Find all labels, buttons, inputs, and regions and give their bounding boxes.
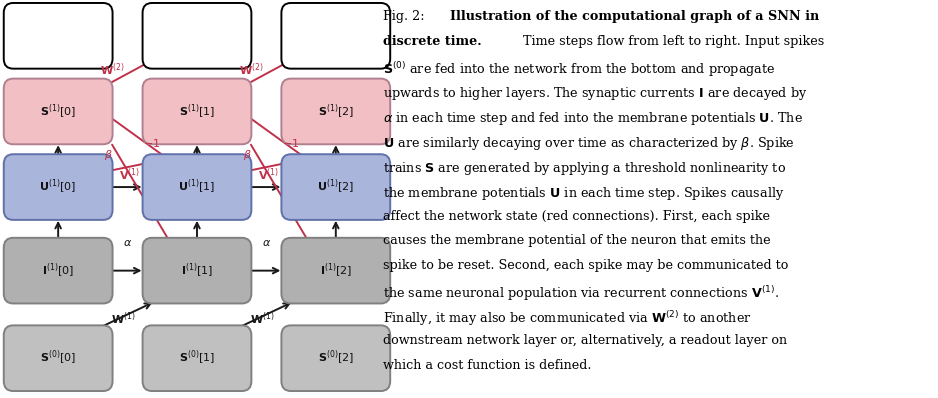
Text: $\mathbf{U}^{(1)}[0]$: $\mathbf{U}^{(1)}[0]$ [39,178,77,196]
Text: Finally, it may also be communicated via $\mathbf{W}^{(2)}$ to another: Finally, it may also be communicated via… [383,309,751,328]
Text: trains $\mathbf{S}$ are generated by applying a threshold nonlinearity to: trains $\mathbf{S}$ are generated by app… [383,160,786,177]
Text: $-1$: $-1$ [144,137,160,149]
Text: $\alpha$: $\alpha$ [262,238,271,248]
Text: $\mathbf{S}^{(1)}[2]$: $\mathbf{S}^{(1)}[2]$ [318,102,354,121]
Text: the membrane potentials $\mathbf{U}$ in each time step. Spikes causally: the membrane potentials $\mathbf{U}$ in … [383,185,784,201]
Text: $\mathbf{S}^{(1)}[0]$: $\mathbf{S}^{(1)}[0]$ [40,102,76,121]
FancyBboxPatch shape [281,326,390,391]
Text: discrete time.: discrete time. [383,35,481,48]
FancyBboxPatch shape [4,154,113,220]
Text: Illustration of the computational graph of a SNN in: Illustration of the computational graph … [449,10,819,23]
Text: $\mathbf{U}$ are similarly decaying over time as characterized by $\beta$. Spike: $\mathbf{U}$ are similarly decaying over… [383,135,794,152]
Text: $\beta$: $\beta$ [104,148,113,162]
Text: $\mathbf{S}^{(0)}[1]$: $\mathbf{S}^{(0)}[1]$ [179,349,215,367]
FancyBboxPatch shape [143,3,251,68]
Text: $\mathbf{W}^{(1)}$: $\mathbf{W}^{(1)}$ [250,310,275,327]
Text: $\mathbf{S}^{(0)}[0]$: $\mathbf{S}^{(0)}[0]$ [40,349,76,367]
Text: affect the network state (red connections). First, each spike: affect the network state (red connection… [383,209,770,222]
FancyBboxPatch shape [4,3,113,68]
FancyBboxPatch shape [281,3,390,68]
Text: Fig. 2:: Fig. 2: [383,10,429,23]
FancyBboxPatch shape [143,154,251,220]
Text: $\mathbf{I}^{(1)}[1]$: $\mathbf{I}^{(1)}[1]$ [181,261,213,280]
Text: downstream network layer or, alternatively, a readout layer on: downstream network layer or, alternative… [383,334,787,347]
FancyBboxPatch shape [281,154,390,220]
Text: $\alpha$ in each time step and fed into the membrane potentials $\mathbf{U}$. Th: $\alpha$ in each time step and fed into … [383,110,803,127]
Text: $\alpha$: $\alpha$ [123,238,132,248]
Text: Time steps flow from left to right. Input spikes: Time steps flow from left to right. Inpu… [519,35,825,48]
Text: spike to be reset. Second, each spike may be communicated to: spike to be reset. Second, each spike ma… [383,259,788,273]
Text: $\mathbf{I}^{(1)}[0]$: $\mathbf{I}^{(1)}[0]$ [42,261,74,280]
FancyBboxPatch shape [4,238,113,303]
FancyBboxPatch shape [281,79,390,144]
Text: causes the membrane potential of the neuron that emits the: causes the membrane potential of the neu… [383,234,770,248]
Text: upwards to higher layers. The synaptic currents $\mathbf{I}$ are decayed by: upwards to higher layers. The synaptic c… [383,85,807,102]
Text: $\mathbf{S}^{(1)}[1]$: $\mathbf{S}^{(1)}[1]$ [179,102,215,121]
Text: $\beta$: $\beta$ [243,148,252,162]
FancyBboxPatch shape [143,326,251,391]
FancyBboxPatch shape [281,238,390,303]
Text: $\mathbf{S}^{(0)}[2]$: $\mathbf{S}^{(0)}[2]$ [318,349,354,367]
FancyBboxPatch shape [143,238,251,303]
Text: $\mathbf{U}^{(1)}[2]$: $\mathbf{U}^{(1)}[2]$ [317,178,355,196]
Text: $\mathbf{W}^{(2)}$: $\mathbf{W}^{(2)}$ [100,61,125,78]
Text: $\mathbf{V}^{(1)}$: $\mathbf{V}^{(1)}$ [119,167,140,183]
Text: the same neuronal population via recurrent connections $\mathbf{V}^{(1)}$.: the same neuronal population via recurre… [383,285,779,303]
Text: $-1$: $-1$ [282,137,299,149]
Text: $\mathbf{V}^{(1)}$: $\mathbf{V}^{(1)}$ [258,167,279,183]
Text: $\mathbf{I}^{(1)}[2]$: $\mathbf{I}^{(1)}[2]$ [320,261,352,280]
FancyBboxPatch shape [4,326,113,391]
Text: $\mathbf{W}^{(1)}$: $\mathbf{W}^{(1)}$ [112,310,136,327]
Text: $\mathbf{W}^{(2)}$: $\mathbf{W}^{(2)}$ [239,61,264,78]
Text: $\mathbf{S}^{(0)}$ are fed into the network from the bottom and propagate: $\mathbf{S}^{(0)}$ are fed into the netw… [383,60,775,79]
FancyBboxPatch shape [4,79,113,144]
FancyBboxPatch shape [143,79,251,144]
Text: which a cost function is defined.: which a cost function is defined. [383,359,591,372]
Text: $\mathbf{U}^{(1)}[1]$: $\mathbf{U}^{(1)}[1]$ [178,178,216,196]
